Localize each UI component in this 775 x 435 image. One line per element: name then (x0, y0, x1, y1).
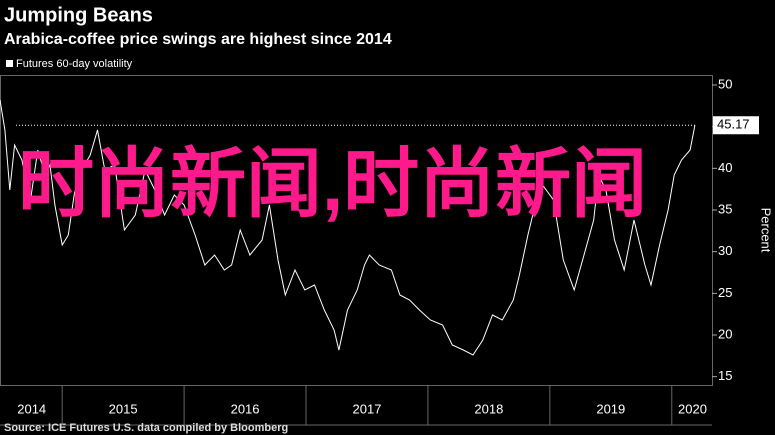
y-tick-label: 40 (718, 160, 732, 175)
y-tick-label: 25 (718, 285, 732, 300)
chart-title: Jumping Beans (4, 4, 153, 26)
x-tick-label: 2016 (231, 401, 260, 416)
y-tick-label: 30 (718, 243, 732, 258)
data-line (0, 99, 696, 356)
legend-swatch (6, 60, 13, 67)
x-tick-label: 2015 (109, 401, 138, 416)
y-tick-label: 20 (718, 326, 732, 341)
x-tick-label: 2017 (353, 401, 382, 416)
y-tick-label: 35 (718, 201, 732, 216)
source-note: Source: ICE Futures U.S. data compiled b… (4, 422, 288, 434)
last-value-box (713, 116, 759, 135)
y-tick-label: 50 (718, 76, 732, 91)
x-tick-label: 2020 (678, 401, 707, 416)
x-tick-label: 2018 (474, 401, 503, 416)
plot-frame (0, 75, 713, 386)
watermark: 时尚新闻,时尚新闻 (18, 142, 647, 227)
x-tick-label: 2019 (596, 401, 625, 416)
legend-label: Futures 60-day volatility (16, 58, 133, 70)
last-value-label: 45.17 (717, 117, 750, 132)
y-tick-label: 15 (718, 368, 732, 383)
x-tick-label: 2014 (17, 401, 46, 416)
y-axis-label: Percent (759, 208, 774, 253)
chart-subtitle: Arabica-coffee price swings are highest … (4, 31, 392, 48)
